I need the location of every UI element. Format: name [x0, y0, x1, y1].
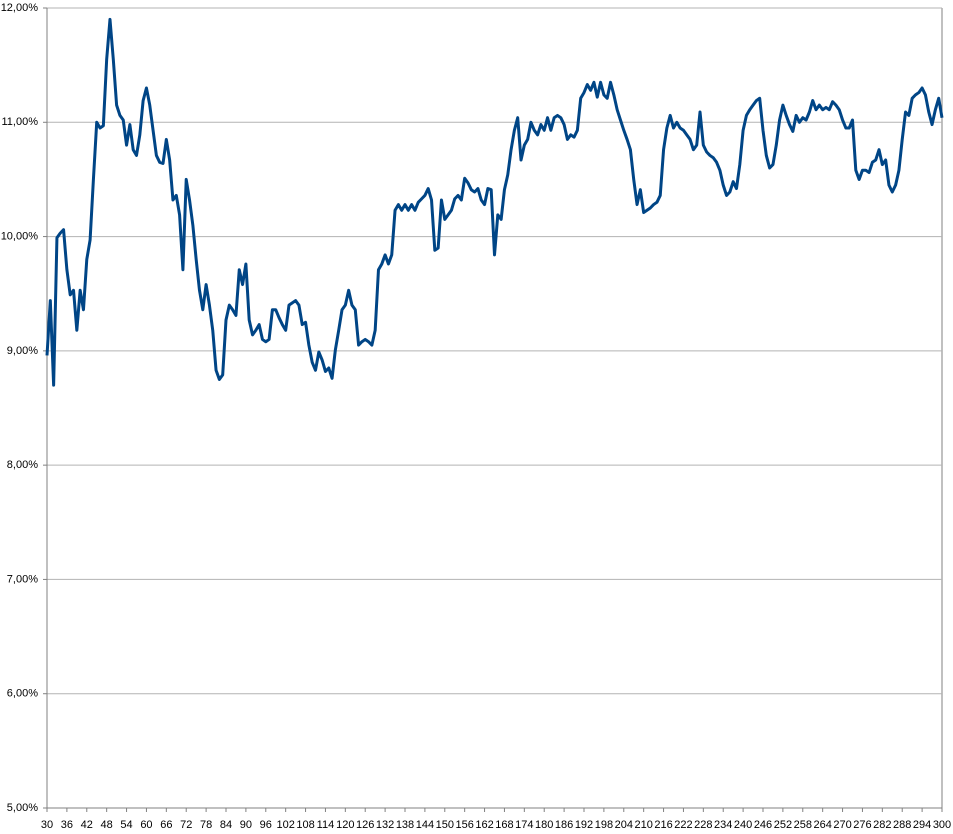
x-tick-label: 30 [41, 819, 53, 831]
x-tick-label: 288 [893, 819, 911, 831]
y-tick-label: 12,00% [1, 2, 39, 14]
x-tick-label: 180 [535, 819, 553, 831]
x-tick-label: 222 [674, 819, 692, 831]
x-tick-label: 246 [754, 819, 772, 831]
y-tick-label: 9,00% [7, 345, 38, 357]
x-tick-label: 114 [317, 819, 335, 831]
x-tick-label: 234 [714, 819, 732, 831]
x-tick-label: 186 [555, 819, 573, 831]
x-tick-label: 270 [833, 819, 851, 831]
x-tick-label: 192 [575, 819, 593, 831]
x-tick-label: 162 [475, 819, 493, 831]
x-tick-label: 204 [615, 819, 633, 831]
y-tick-label: 6,00% [7, 688, 38, 700]
x-tick-label: 108 [296, 819, 314, 831]
y-tick-label: 8,00% [7, 459, 38, 471]
x-tick-label: 90 [240, 819, 252, 831]
x-tick-label: 54 [120, 819, 132, 831]
x-tick-label: 84 [220, 819, 232, 831]
x-tick-label: 126 [356, 819, 374, 831]
x-tick-label: 120 [336, 819, 354, 831]
x-tick-label: 102 [276, 819, 294, 831]
x-tick-label: 258 [794, 819, 812, 831]
x-tick-label: 294 [913, 819, 931, 831]
x-tick-label: 282 [873, 819, 891, 831]
x-tick-label: 144 [416, 819, 434, 831]
x-tick-label: 300 [933, 819, 951, 831]
x-tick-label: 228 [694, 819, 712, 831]
x-tick-label: 96 [260, 819, 272, 831]
x-tick-label: 72 [180, 819, 192, 831]
x-tick-label: 276 [853, 819, 871, 831]
y-tick-label: 11,00% [2, 116, 39, 128]
x-tick-label: 252 [774, 819, 792, 831]
x-tick-label: 198 [595, 819, 613, 831]
x-tick-label: 42 [81, 819, 93, 831]
y-tick-label: 5,00% [7, 802, 38, 814]
x-tick-label: 156 [455, 819, 473, 831]
x-tick-label: 66 [160, 819, 172, 831]
x-tick-label: 60 [140, 819, 152, 831]
x-tick-label: 240 [734, 819, 752, 831]
x-tick-label: 168 [495, 819, 513, 831]
y-tick-label: 10,00% [1, 230, 39, 242]
x-tick-label: 216 [654, 819, 672, 831]
y-tick-label: 7,00% [7, 573, 38, 585]
x-tick-label: 174 [515, 819, 533, 831]
data-line [45, 17, 944, 387]
x-tick-label: 78 [200, 819, 212, 831]
x-tick-label: 264 [813, 819, 831, 831]
x-tick-label: 150 [436, 819, 454, 831]
x-tick-label: 210 [634, 819, 652, 831]
x-tick-label: 36 [61, 819, 73, 831]
x-tick-label: 138 [396, 819, 414, 831]
x-tick-label: 132 [376, 819, 394, 831]
x-tick-label: 48 [101, 819, 113, 831]
